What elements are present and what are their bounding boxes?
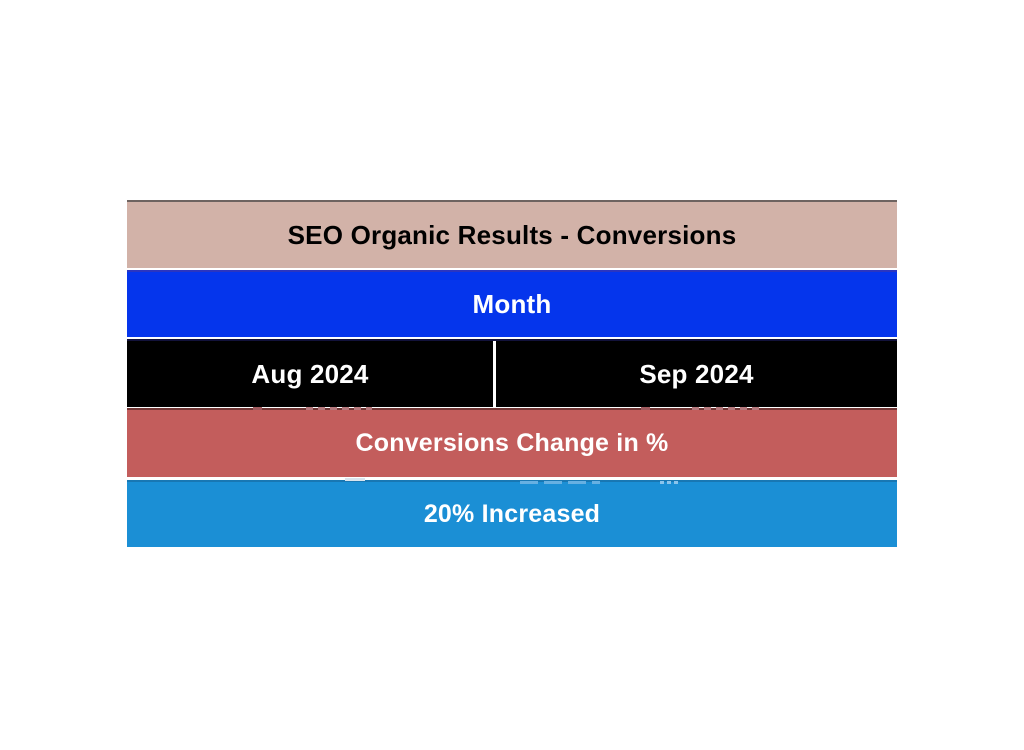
occluded-content-fragment (253, 407, 262, 410)
result-label: 20% Increased (423, 500, 601, 528)
occluded-content-fragment (345, 478, 365, 481)
occluded-content-fragment (520, 481, 600, 484)
occluded-content-fragment (692, 407, 763, 410)
table-title-row: SEO Organic Results - Conversions (127, 200, 897, 268)
occluded-content-fragment (306, 407, 372, 410)
months-row: Aug 2024 Sep 2024 (127, 339, 897, 407)
month-cell-aug: Aug 2024 (127, 341, 493, 407)
change-header-row: Conversions Change in % (127, 408, 897, 477)
result-row: 20% Increased (127, 480, 897, 547)
table-title-label: SEO Organic Results - Conversions (287, 219, 737, 250)
change-header-label: Conversions Change in % (355, 429, 669, 457)
month-cell-aug-label: Aug 2024 (251, 358, 369, 389)
month-cell-sep-label: Sep 2024 (639, 358, 754, 389)
occluded-content-fragment (641, 407, 650, 410)
month-header-row: Month (127, 270, 897, 337)
month-header-label: Month (472, 289, 552, 319)
month-cell-divider (493, 341, 496, 407)
month-cell-sep: Sep 2024 (496, 341, 897, 407)
occluded-content-fragment (660, 481, 678, 484)
